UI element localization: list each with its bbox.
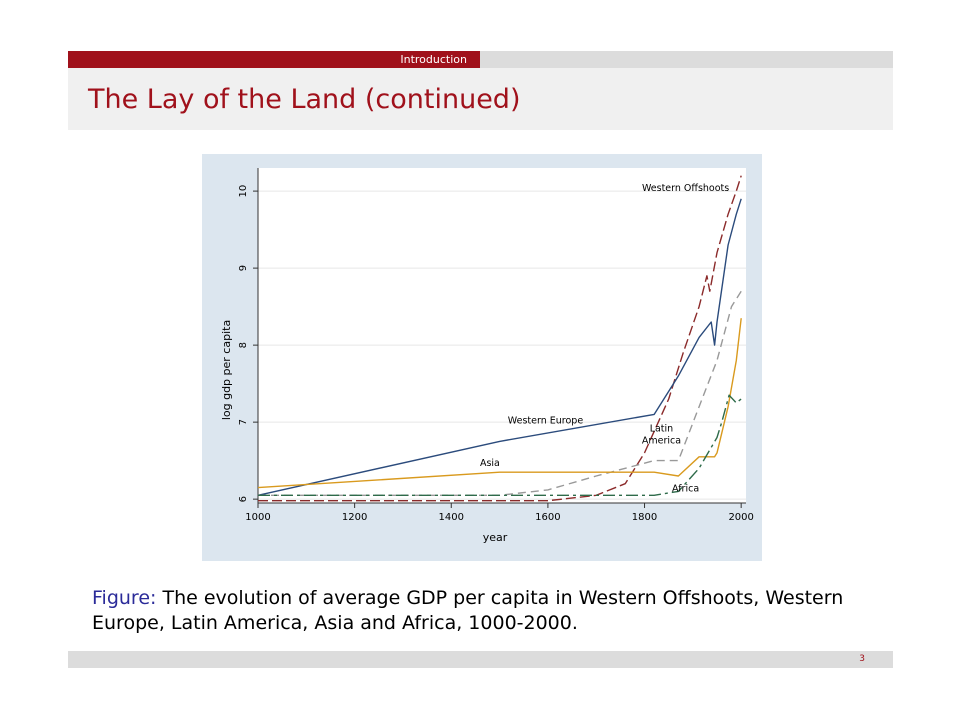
y-tick-label: 10 — [238, 185, 249, 198]
y-tick-label: 7 — [238, 419, 249, 425]
series-lines — [257, 175, 742, 502]
series-line-western-europe — [257, 198, 742, 496]
series-annotation: Asia — [480, 458, 500, 469]
series-line-latin-america — [258, 290, 742, 496]
grid-lines — [258, 190, 746, 500]
series-line-africa — [258, 394, 742, 496]
x-axis-label: year — [483, 531, 508, 544]
x-tick-label: 1200 — [342, 512, 367, 523]
x-tick-label: 1000 — [245, 512, 270, 523]
caption-label: Figure: — [92, 587, 157, 609]
series-annotation: Latin — [650, 423, 674, 434]
y-tick-label: 6 — [238, 496, 249, 502]
x-tick-label: 1800 — [632, 512, 657, 523]
series-annotations: Western Offshoots Western Europe Latin Amer… — [480, 183, 729, 494]
series-annotation: America — [642, 436, 681, 447]
x-tick-label: 1600 — [535, 512, 560, 523]
section-tab-introduction[interactable]: Introduction — [68, 51, 480, 68]
footer-bar: 3 — [68, 651, 893, 668]
x-tick-label: 2000 — [728, 512, 753, 523]
title-bar — [68, 68, 893, 130]
series-annotation: Western Europe — [508, 416, 584, 427]
y-tick-label: 8 — [238, 342, 249, 348]
page-number: 3 — [859, 654, 865, 664]
gdp-chart: 6 7 8 9 10 1000 1200 1400 1600 1800 2000 Western O… — [220, 168, 754, 544]
axes: 6 7 8 9 10 1000 1200 1400 1600 1800 2000 — [238, 168, 754, 523]
series-annotation: Western Offshoots — [642, 183, 729, 194]
figure-caption: Figure: The evolution of average GDP per… — [92, 586, 872, 636]
plot-area — [258, 168, 746, 503]
series-annotation: Africa — [672, 483, 699, 494]
series-line-asia — [257, 318, 742, 489]
series-line-western-offshoots — [258, 175, 742, 502]
y-tick-label: 9 — [238, 265, 249, 271]
chart-panel: 6 7 8 9 10 1000 1200 1400 1600 1800 2000 Western O… — [202, 154, 762, 561]
x-tick-label: 1400 — [439, 512, 464, 523]
caption-text: The evolution of average GDP per capita … — [92, 587, 844, 634]
page-title: The Lay of the Land (continued) — [88, 84, 521, 115]
y-axis-label: log gdp per capita — [220, 320, 233, 420]
